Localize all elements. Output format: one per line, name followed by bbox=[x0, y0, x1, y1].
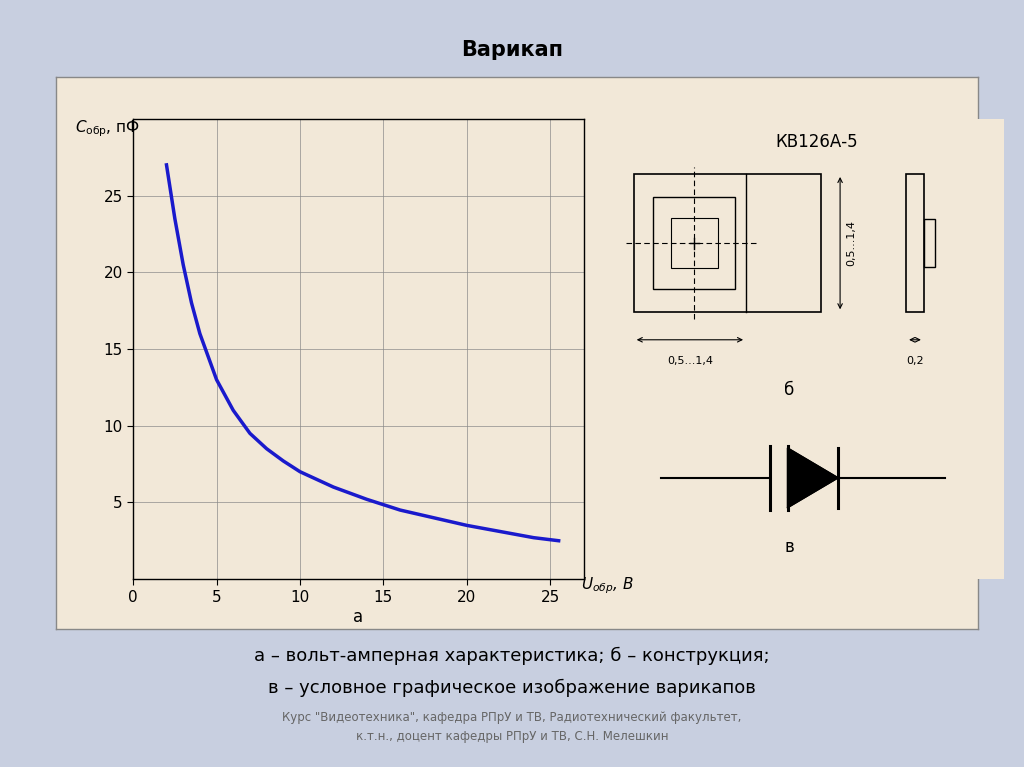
Bar bbox=[924, 219, 936, 267]
Text: в: в bbox=[784, 538, 795, 555]
Polygon shape bbox=[787, 448, 838, 508]
Text: 0,2: 0,2 bbox=[906, 356, 924, 366]
Text: а – вольт-амперная характеристика; б – конструкция;: а – вольт-амперная характеристика; б – к… bbox=[254, 647, 770, 665]
Text: в – условное графическое изображение варикапов: в – условное графическое изображение вар… bbox=[268, 679, 756, 697]
Bar bbox=[906, 174, 924, 312]
Text: $U_{\mathregular{обр}}$, В: $U_{\mathregular{обр}}$, В bbox=[581, 575, 633, 595]
Text: 0,5...1,4: 0,5...1,4 bbox=[846, 220, 856, 266]
Text: $C_{\mathregular{обр}}$, пФ: $C_{\mathregular{обр}}$, пФ bbox=[75, 119, 139, 140]
Bar bbox=[634, 174, 820, 312]
Text: КВ126А-5: КВ126А-5 bbox=[775, 133, 858, 150]
Text: б: б bbox=[784, 381, 795, 399]
Text: а: а bbox=[353, 608, 364, 627]
Text: к.т.н., доцент кафедры РПрУ и ТВ, С.Н. Мелешкин: к.т.н., доцент кафедры РПрУ и ТВ, С.Н. М… bbox=[355, 730, 669, 742]
Bar bbox=[671, 218, 718, 268]
Text: 0,5...1,4: 0,5...1,4 bbox=[667, 356, 713, 366]
Text: Варикап: Варикап bbox=[461, 40, 563, 60]
Bar bbox=[653, 197, 735, 289]
Text: Курс "Видеотехника", кафедра РПрУ и ТВ, Радиотехнический факультет,: Курс "Видеотехника", кафедра РПрУ и ТВ, … bbox=[283, 711, 741, 723]
